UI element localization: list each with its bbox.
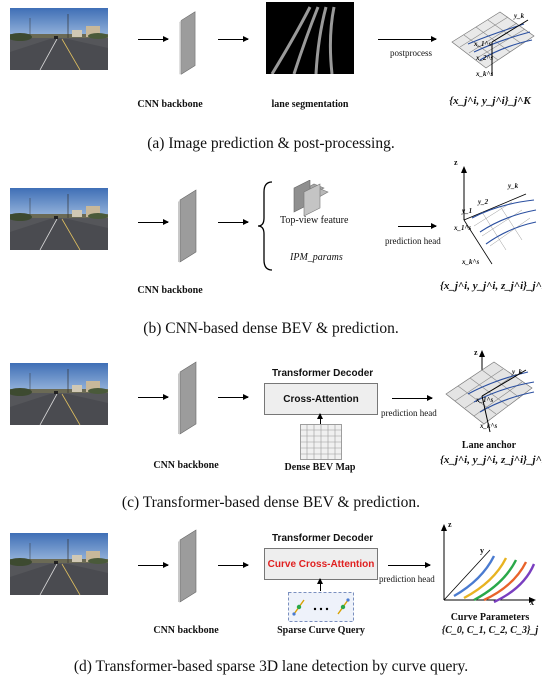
curve-cross-attention-box: Curve Cross-Attention <box>264 548 378 580</box>
cross-attention-box: Cross-Attention <box>264 383 378 415</box>
curve-parameters-math: {C_0, C_1, C_2, C_3}_j <box>441 625 539 636</box>
decoder-title-c: Transformer Decoder <box>272 368 374 379</box>
axis-label-a-yk: y_k <box>514 12 525 20</box>
postprocess-label: postprocess <box>390 48 432 58</box>
dense-bev-map-grid <box>300 424 342 460</box>
input-road-image-c <box>10 363 108 425</box>
axis-label-b-y2: y_2 <box>478 198 489 206</box>
caption-b: (b) CNN-based dense BEV & prediction. <box>143 320 399 337</box>
output-math-c: {x_j^i, y_j^i, z_j^i}_j^K <box>440 454 542 466</box>
arrow-b3 <box>398 223 437 229</box>
axis-label-a-xks: x_k^s <box>476 70 494 78</box>
axis-label-a-x2s: x_2^s <box>476 54 494 62</box>
axis-label-d-y: y <box>480 546 484 555</box>
caption-a: (a) Image prediction & post-processing. <box>147 135 395 152</box>
3d-curves-d <box>441 524 536 604</box>
caption-d: (d) Transformer-based sparse 3D lane det… <box>73 658 469 675</box>
prediction-head-label-b: prediction head <box>385 236 441 246</box>
axis-label-a-x1s: x_1^s <box>474 40 492 48</box>
lane-anchor-grid-c <box>445 350 535 433</box>
cnn-backbone-block-a <box>178 10 200 76</box>
cnn-backbone-label-c: CNN backbone <box>153 460 219 471</box>
axis-label-b-xks: x_k^s <box>462 258 480 266</box>
axis-label-c-yk: y_k <box>512 368 523 376</box>
lane-segmentation-label: lane segmentation <box>271 99 349 110</box>
arrow-bev-to-attention <box>317 413 323 424</box>
lane-anchor-label: Lane anchor <box>461 440 517 451</box>
arrow-d1 <box>138 562 169 568</box>
output-math-b: {x_j^i, y_j^i, z_j^i}_j^K <box>440 280 542 292</box>
lane-segmentation-map <box>266 2 354 74</box>
input-road-image-d <box>10 533 108 595</box>
curve-line <box>463 557 508 600</box>
curve-line <box>453 555 496 598</box>
prediction-head-label-d: prediction head <box>379 574 435 584</box>
axis-label-c-xks: x_k^s <box>480 422 498 430</box>
axis-label-c-x1s: x_1^s <box>476 396 494 404</box>
dense-bev-map-label: Dense BEV Map <box>284 462 356 473</box>
ipm-params-label: IPM_params <box>290 252 343 263</box>
arrow-a2 <box>218 36 249 42</box>
input-road-image-a <box>10 8 108 70</box>
arrow-a1 <box>138 36 169 42</box>
arrow-query-to-attention <box>317 578 323 591</box>
sparse-curve-query-box <box>288 592 354 622</box>
top-view-feature-stack <box>293 180 329 216</box>
input-road-image-b <box>10 188 108 250</box>
arrow-d3 <box>388 562 431 568</box>
output-math-a: {x_j^i, y_j^i}_j^K <box>449 95 531 107</box>
arrow-c2 <box>218 394 249 400</box>
prediction-head-label-c: prediction head <box>381 408 437 418</box>
cnn-backbone-label-b: CNN backbone <box>137 285 203 296</box>
top-view-feature-label: Top-view feature <box>280 215 349 226</box>
cnn-backbone-label-d: CNN backbone <box>153 625 219 636</box>
arrow-a3 <box>378 36 437 42</box>
curly-brace <box>257 181 273 271</box>
axis-label-b-yk: y_k <box>508 182 519 190</box>
arrow-c3 <box>392 395 433 401</box>
axis-label-c-z: z <box>474 348 478 357</box>
axis-label-d-x: x <box>530 598 534 607</box>
bev-grid-a <box>451 11 535 76</box>
cnn-backbone-block-d <box>178 528 200 604</box>
curve-line <box>473 559 518 602</box>
axis-label-b-y1: y_1 <box>462 207 473 215</box>
curve-parameters-label: Curve Parameters <box>450 612 530 623</box>
axis-label-b-x1s: x_1^s <box>454 224 472 232</box>
arrow-b1 <box>138 219 169 225</box>
3d-axes-b <box>461 166 537 265</box>
cnn-backbone-block-b <box>178 188 200 264</box>
arrow-b2 <box>218 219 249 225</box>
cnn-backbone-block-c <box>178 360 200 436</box>
caption-c: (c) Transformer-based dense BEV & predic… <box>121 494 421 511</box>
axis-label-b-z: z <box>454 158 458 167</box>
arrow-c1 <box>138 394 169 400</box>
sparse-curve-query-label: Sparse Curve Query <box>277 625 365 636</box>
arrow-d2 <box>218 562 249 568</box>
curve-line <box>483 561 528 602</box>
axis-label-d-z: z <box>448 520 452 529</box>
decoder-title-d: Transformer Decoder <box>272 533 374 544</box>
cnn-backbone-label-a: CNN backbone <box>137 99 203 110</box>
curve-line <box>493 563 536 604</box>
